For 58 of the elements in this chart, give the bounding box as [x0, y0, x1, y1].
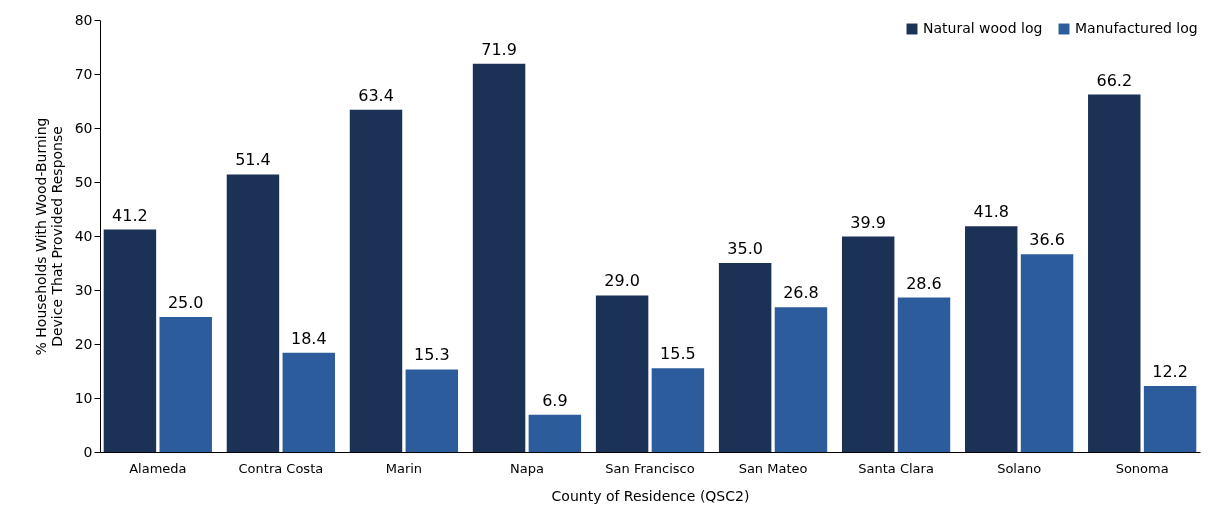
data-label: 41.8	[973, 202, 1010, 222]
y-tick-label: 30	[74, 281, 93, 298]
data-label: 12.2	[1152, 362, 1188, 382]
bar	[897, 297, 951, 452]
data-label: 28.6	[906, 273, 942, 293]
data-label: 63.4	[358, 85, 394, 105]
data-label: 39.9	[850, 212, 886, 232]
bar	[964, 226, 1018, 452]
data-label: 41.2	[112, 205, 148, 225]
y-axis-title: % Households With Wood-Burning Device That Provided Response	[32, 117, 65, 356]
x-axis-title: County of Residence (QSC2)	[551, 487, 750, 504]
bar	[718, 263, 772, 452]
y-tick-label: 80	[74, 11, 93, 28]
bar	[159, 317, 212, 452]
legend-label: Manufactured log	[1075, 20, 1198, 36]
x-tick-label: Napa	[510, 460, 544, 476]
legend-label: Natural wood log	[923, 20, 1043, 36]
x-tick-label: Alameda	[129, 460, 187, 476]
bar	[1088, 94, 1141, 452]
bar	[1143, 386, 1197, 452]
bar	[595, 295, 649, 452]
y-tick-label: 10	[74, 389, 93, 406]
y-tick-label: 70	[74, 65, 93, 82]
x-tick-label: Marin	[385, 460, 423, 476]
bar	[651, 368, 705, 452]
data-label: 15.3	[414, 345, 450, 365]
data-label: 71.9	[481, 39, 517, 59]
bar	[472, 63, 526, 452]
bar	[405, 369, 459, 452]
x-tick-label: Sonoma	[1115, 460, 1169, 476]
data-label: 18.4	[290, 328, 327, 348]
bar	[282, 352, 336, 452]
data-label: 6.9	[542, 390, 568, 410]
y-tick-label: 60	[74, 119, 93, 136]
bar	[1020, 254, 1074, 452]
data-label: 15.5	[660, 344, 696, 364]
data-label: 35.0	[727, 239, 763, 258]
data-label: 66.2	[1096, 70, 1133, 90]
data-label: 36.6	[1029, 230, 1065, 250]
bar	[103, 229, 157, 452]
x-tick-label: Solano	[997, 460, 1042, 476]
y-tick-label: 20	[74, 335, 93, 352]
bar	[528, 414, 582, 452]
x-tick-label: Santa Clara	[858, 460, 934, 476]
y-tick-label: 50	[74, 173, 93, 190]
y-tick-label: 40	[74, 227, 93, 244]
x-tick-label: San Mateo	[738, 460, 808, 476]
data-label: 25.0	[167, 293, 204, 312]
bar	[841, 236, 895, 452]
data-label: 26.8	[783, 283, 819, 303]
bar	[349, 109, 403, 452]
bar	[774, 307, 828, 452]
y-tick-label: 0	[83, 443, 93, 460]
x-tick-label: Contra Costa	[238, 460, 324, 476]
data-label: 29.0	[604, 271, 640, 291]
x-tick-label: San Francisco	[605, 460, 695, 476]
data-label: 51.4	[235, 150, 271, 170]
bar	[226, 174, 280, 452]
